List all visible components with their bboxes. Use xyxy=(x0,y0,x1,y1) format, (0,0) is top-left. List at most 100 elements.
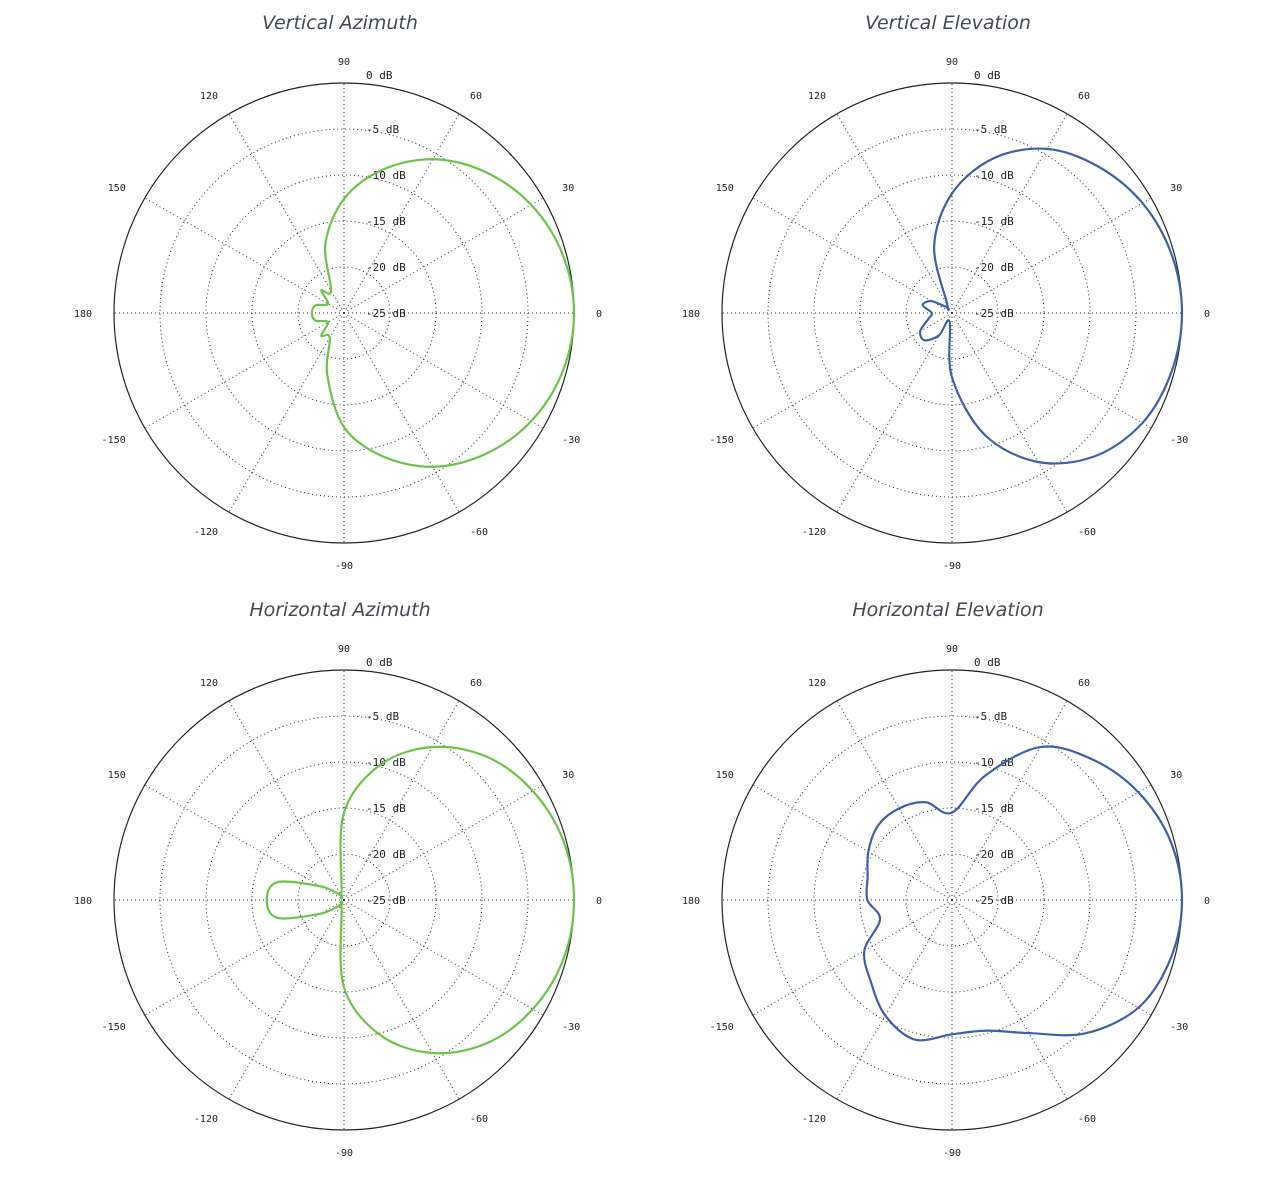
ring-label: -5 dB xyxy=(974,123,1007,136)
chart-panel-horizontal-azimuth: Horizontal Azimuth 0 dB -5 dB -10 dB -15 dB… xyxy=(30,587,650,1177)
angle-tick-label: 60 xyxy=(470,91,482,102)
grid-spoke xyxy=(228,113,345,314)
pattern-line xyxy=(918,147,1184,465)
angle-tick-label: 180 xyxy=(74,896,92,907)
grid-spoke xyxy=(228,312,345,513)
grid-spoke xyxy=(343,312,460,513)
angle-tick-label: 90 xyxy=(338,644,350,655)
chart-title: Horizontal Elevation xyxy=(852,599,1044,621)
angle-tick-label: 90 xyxy=(338,57,350,68)
chart-title: Vertical Azimuth xyxy=(262,12,418,34)
angle-tick-label: -90 xyxy=(943,561,961,572)
angle-tick-label: -30 xyxy=(1170,435,1188,446)
grid-ring xyxy=(905,853,999,947)
pattern-line xyxy=(310,158,576,468)
chart-panel-horizontal-elevation: Horizontal Elevation 0 dB -5 dB -10 dB -15 … xyxy=(638,587,1258,1177)
ring-label: 0 dB xyxy=(974,656,1001,669)
angle-tick-label: 180 xyxy=(74,309,92,320)
chart-title: Horizontal Azimuth xyxy=(249,599,431,621)
ring-label: -15 dB xyxy=(974,802,1014,815)
ring-label: -20 dB xyxy=(366,261,406,274)
angle-tick-label: -90 xyxy=(335,1148,353,1159)
ring-label: 0 dB xyxy=(366,656,393,669)
angle-tick-label: 30 xyxy=(1170,183,1182,194)
grid-spoke xyxy=(836,700,953,901)
angle-tick-label: 150 xyxy=(716,183,734,194)
grid-spoke xyxy=(752,197,953,314)
angle-tick-label: -120 xyxy=(194,527,218,538)
pattern-line xyxy=(265,745,576,1055)
grid-spoke xyxy=(951,899,1068,1100)
grid-spoke xyxy=(343,700,460,901)
chart-panel-vertical-azimuth: Vertical Azimuth 0 dB -5 dB -10 dB -15 dB -2… xyxy=(30,0,650,590)
angle-tick-label: -30 xyxy=(1170,1022,1188,1033)
angle-tick-label: 180 xyxy=(682,896,700,907)
ring-label: -25 dB xyxy=(366,894,406,907)
angle-tick-label: 30 xyxy=(562,183,574,194)
angle-tick-label: 60 xyxy=(1078,678,1090,689)
grid-spoke xyxy=(343,113,460,314)
angle-tick-label: -150 xyxy=(102,1022,126,1033)
grid-ring xyxy=(297,853,391,947)
ring-label: -10 dB xyxy=(974,756,1014,769)
grid-spoke xyxy=(228,899,345,1100)
grid-ring xyxy=(205,761,483,1039)
angle-tick-label: -150 xyxy=(710,435,734,446)
angle-tick-label: 30 xyxy=(1170,770,1182,781)
ring-label: -5 dB xyxy=(366,710,399,723)
angle-tick-label: 60 xyxy=(470,678,482,689)
grid-spoke xyxy=(228,700,345,901)
ring-label: -20 dB xyxy=(974,261,1014,274)
grid-spoke xyxy=(144,784,345,901)
grid-spoke xyxy=(836,312,953,513)
angle-tick-label: 0 xyxy=(596,309,602,320)
angle-tick-label: -120 xyxy=(802,527,826,538)
ring-label: -5 dB xyxy=(366,123,399,136)
ring-label: -15 dB xyxy=(366,215,406,228)
angle-tick-label: -120 xyxy=(194,1114,218,1125)
ring-label: -10 dB xyxy=(974,169,1014,182)
angle-tick-label: 90 xyxy=(946,644,958,655)
ring-label: -25 dB xyxy=(974,894,1014,907)
ring-label: -15 dB xyxy=(366,802,406,815)
grid-spoke xyxy=(951,899,1152,1016)
ring-label: -20 dB xyxy=(366,848,406,861)
angle-tick-label: -30 xyxy=(562,1022,580,1033)
ring-label: 0 dB xyxy=(974,69,1001,82)
ring-label: 0 dB xyxy=(366,69,393,82)
polar-chart-horizontal-elevation: 0 dB -5 dB -10 dB -15 dB -20 dB -25 dB 90 60 30 0… xyxy=(682,644,1210,1159)
grid-spoke xyxy=(836,113,953,314)
angle-tick-label: 180 xyxy=(682,309,700,320)
ring-label: -10 dB xyxy=(366,756,406,769)
polar-chart-vertical-azimuth: 0 dB-5 dB-10 dB-15 dB-20 dB-25 dB9060300… xyxy=(74,57,602,572)
angle-tick-label: -30 xyxy=(562,435,580,446)
angle-tick-label: 0 xyxy=(1204,896,1210,907)
pattern-line xyxy=(862,745,1184,1042)
grid-spoke xyxy=(144,197,345,314)
angle-tick-label: -150 xyxy=(102,435,126,446)
grid-ring xyxy=(813,174,1091,452)
grid-ring xyxy=(205,174,483,452)
angle-tick-label: 30 xyxy=(562,770,574,781)
grid-spoke xyxy=(951,113,1068,314)
ring-label: -5 dB xyxy=(974,710,1007,723)
grid-spoke xyxy=(836,899,953,1100)
grid-spoke xyxy=(343,899,544,1016)
grid-spoke xyxy=(144,899,345,1016)
chart-panel-vertical-elevation: Vertical Elevation 0 dB -5 dB -10 dB -15 dB… xyxy=(638,0,1258,590)
angle-tick-label: -90 xyxy=(335,561,353,572)
grid-spoke xyxy=(951,700,1068,901)
polar-chart-vertical-elevation: 0 dB -5 dB -10 dB -15 dB -20 dB -25 dB 90 60 30 0… xyxy=(682,57,1210,572)
angle-tick-label: 90 xyxy=(946,57,958,68)
polar-chart-horizontal-azimuth: 0 dB -5 dB -10 dB -15 dB -20 dB -25 dB 90 60 30 0… xyxy=(74,644,602,1159)
angle-tick-label: -150 xyxy=(710,1022,734,1033)
angle-tick-label: 0 xyxy=(1204,309,1210,320)
chart-title: Vertical Elevation xyxy=(865,12,1031,34)
grid-spoke xyxy=(752,312,953,429)
angle-tick-label: 150 xyxy=(108,183,126,194)
grid-spoke xyxy=(343,899,460,1100)
angle-tick-label: -90 xyxy=(943,1148,961,1159)
angle-tick-label: 120 xyxy=(200,678,218,689)
ring-label: -25 dB xyxy=(974,307,1014,320)
grid-spoke xyxy=(752,899,953,1016)
